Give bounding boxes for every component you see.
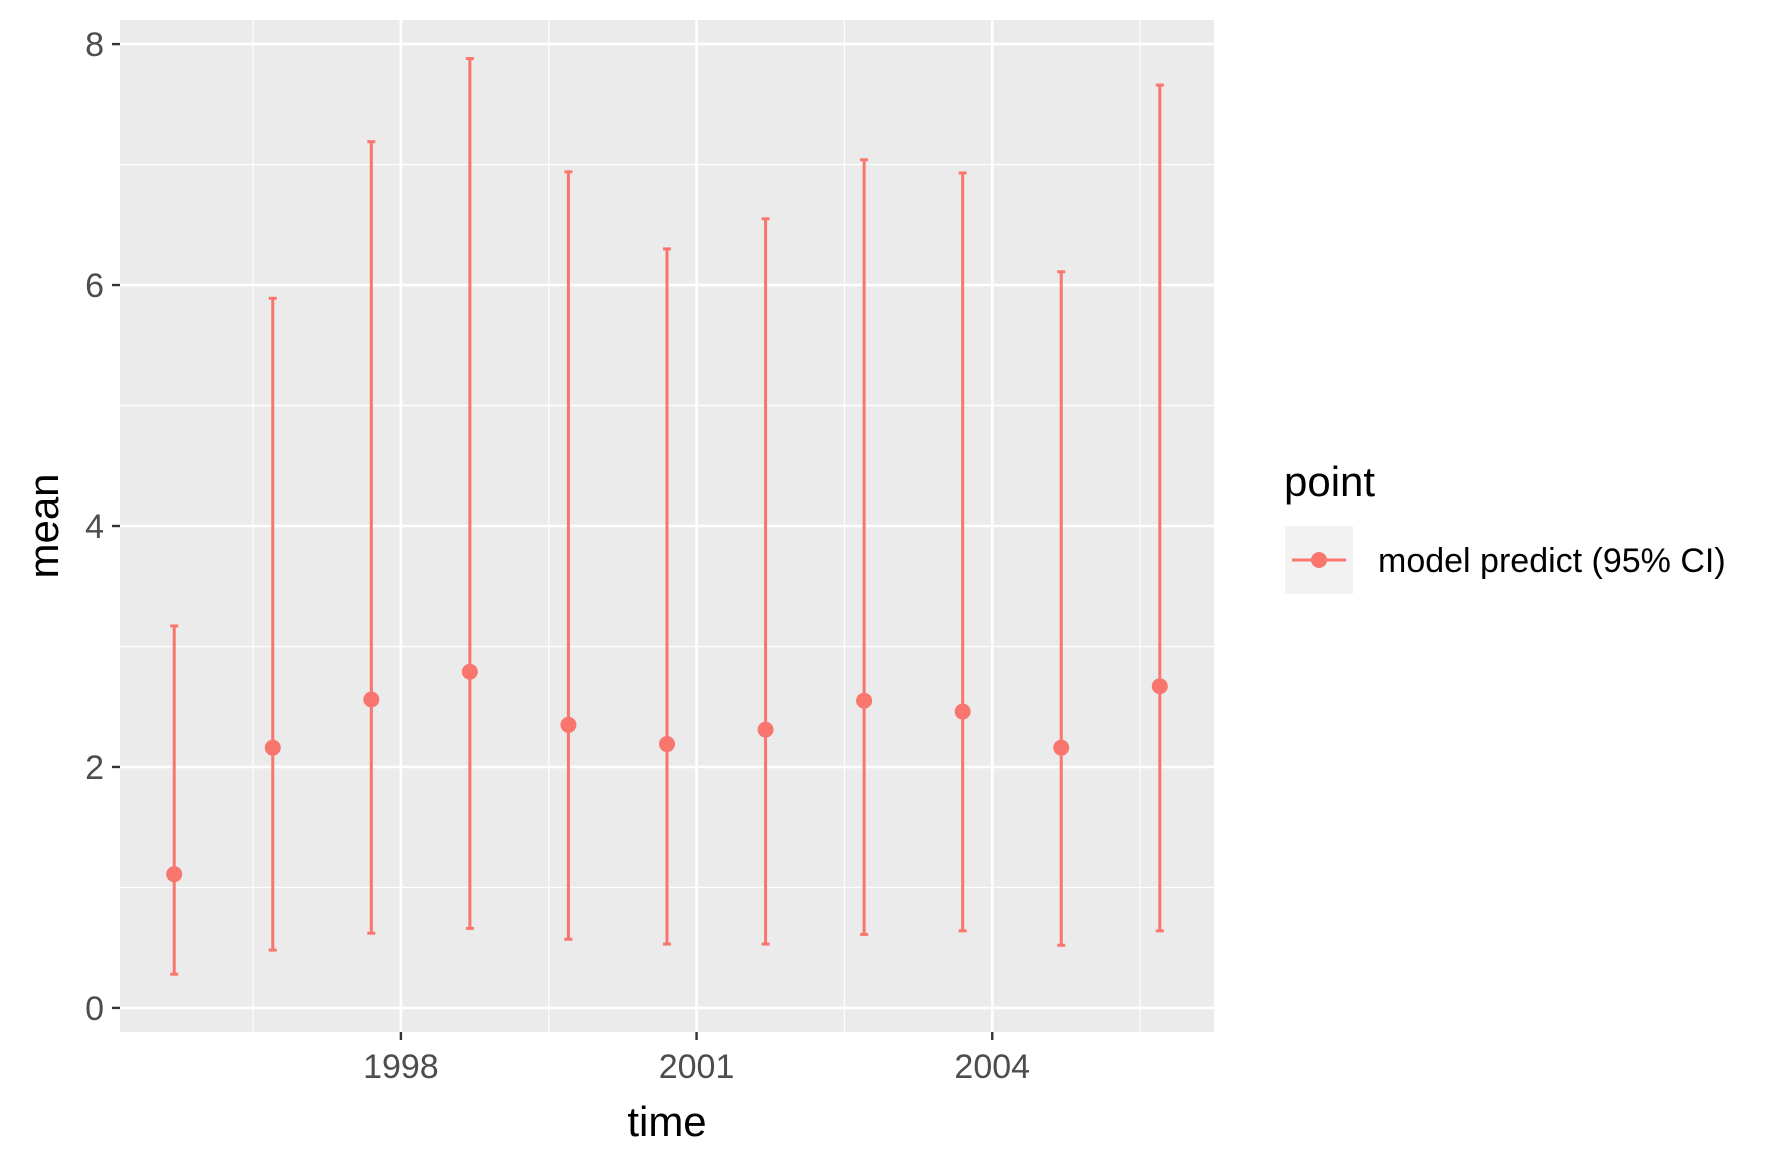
data-point [757,721,774,738]
series-layer [166,57,1168,976]
data-point [659,736,675,753]
error-bar-group [954,171,971,933]
data-point [363,691,380,708]
error-bar-group [166,624,183,976]
data-point [1053,739,1070,756]
y-axis-title: mean [20,473,67,578]
y-tick-label: 2 [85,749,104,787]
x-tick-label: 2004 [954,1048,1030,1086]
error-bar-group [1053,270,1070,947]
error-bar-group [757,217,774,946]
y-tick-label: 0 [85,990,104,1028]
data-point [461,663,478,680]
error-bar-group [461,57,478,930]
error-bar-group [659,247,675,946]
y-tick-label: 8 [85,26,104,64]
error-bar-group [363,140,380,935]
legend-title: point [1284,458,1375,505]
data-point [560,716,577,733]
error-bar-group [264,296,281,952]
tick-labels: 0 2 4 6 8 1998 2001 2004 [85,26,1030,1086]
x-tick-label: 2001 [659,1048,735,1086]
y-tick-label: 4 [85,508,104,546]
data-point [856,692,873,709]
data-point [1151,678,1168,695]
data-point [954,703,971,720]
axis-ticks [112,42,994,1040]
x-axis-title: time [627,1098,706,1145]
error-bar-group [856,158,873,936]
legend-label: model predict (95% CI) [1378,542,1726,580]
error-bar-group [560,170,577,941]
x-tick-label: 1998 [363,1048,439,1086]
data-point [264,739,281,756]
legend: point model predict (95% CI) [1284,458,1726,594]
y-tick-label: 6 [85,267,104,305]
data-point [166,866,183,883]
error-bar-group [1151,83,1168,933]
legend-key-point [1311,552,1327,568]
